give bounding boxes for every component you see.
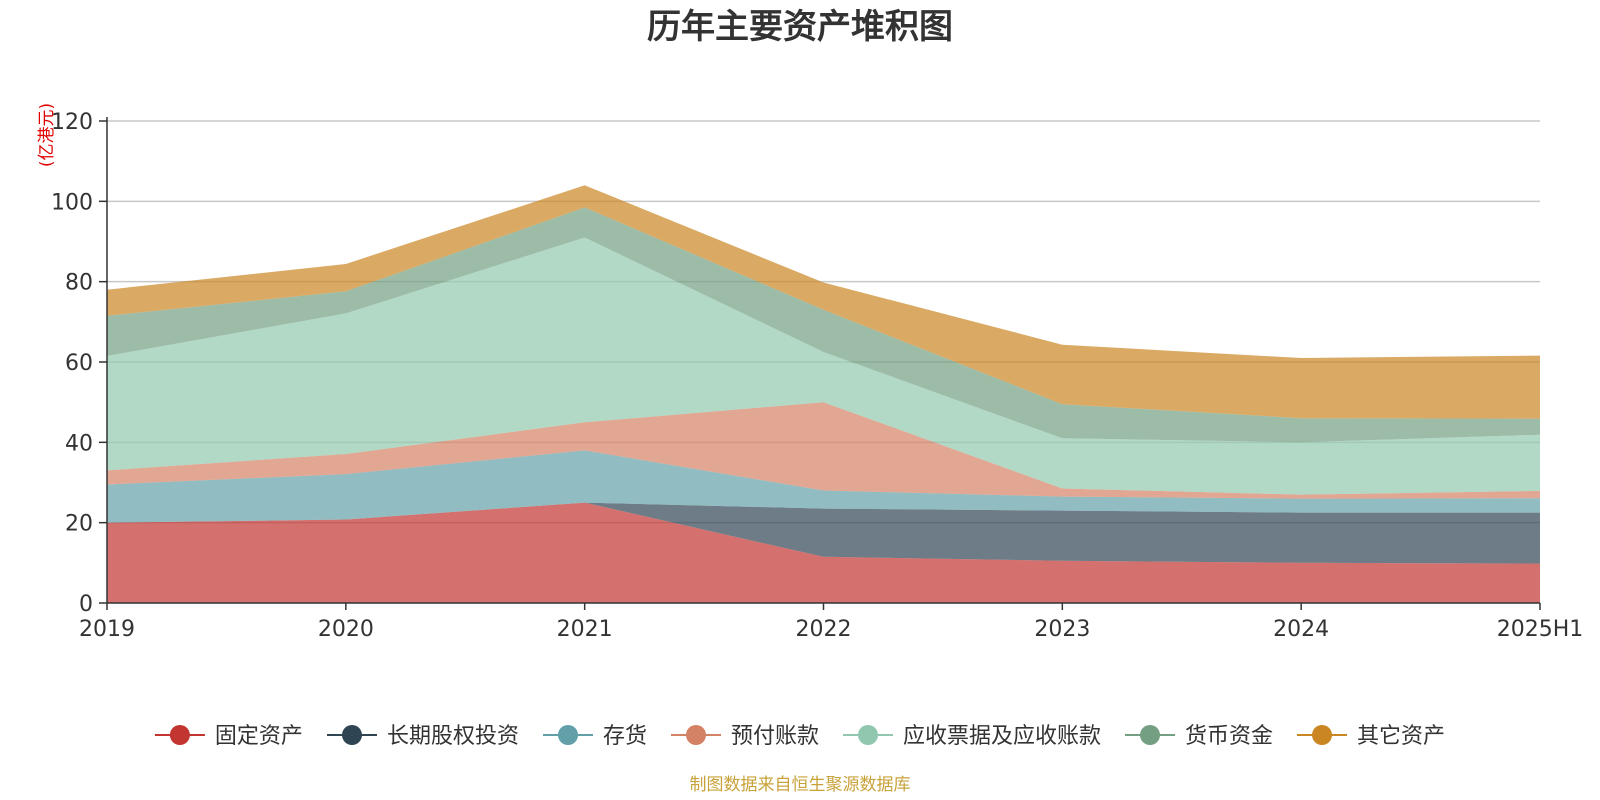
area-series-4 xyxy=(107,237,1540,495)
legend-item[interactable]: 预付账款 xyxy=(671,724,819,749)
y-tick-label: 80 xyxy=(65,271,93,296)
y-tick-label: 60 xyxy=(65,351,93,376)
legend-label: 固定资产 xyxy=(215,724,303,749)
legend-item[interactable]: 长期股权投资 xyxy=(327,724,519,749)
legend-marker xyxy=(686,725,706,745)
x-tick-label: 2025H1 xyxy=(1497,617,1584,642)
y-tick-label: 120 xyxy=(51,110,93,135)
x-tick-label: 2021 xyxy=(557,617,613,642)
legend-marker xyxy=(1312,725,1332,745)
legend-marker xyxy=(169,725,190,745)
series-areas xyxy=(107,185,1540,603)
area-series-0 xyxy=(107,502,1540,603)
y-tick-label: 100 xyxy=(51,190,93,215)
x-tick-label: 2023 xyxy=(1034,617,1090,642)
legend-marker xyxy=(1140,725,1160,745)
legend-marker xyxy=(558,725,578,745)
legend-marker xyxy=(858,725,878,745)
x-tick-label: 2019 xyxy=(79,617,135,642)
legend-label: 货币资金 xyxy=(1185,724,1273,749)
y-tick-label: 40 xyxy=(65,431,93,456)
y-tick-label: 20 xyxy=(65,512,93,537)
legend: 固定资产 长期股权投资 存货 预付账款 应收票据及应收账款 货币资金 其它资产 xyxy=(154,724,1445,749)
area-series-1 xyxy=(107,502,1540,564)
legend-item[interactable]: 其它资产 xyxy=(1297,724,1445,749)
area-series-5 xyxy=(107,207,1540,443)
axes: 0 20 40 60 80 100 120 2019 2020 2021 2022 2023 2024 2… xyxy=(51,110,1583,642)
legend-item[interactable]: 固定资产 xyxy=(154,724,303,749)
legend-item[interactable]: 货币资金 xyxy=(1125,724,1273,749)
y-axis-unit-label: (亿港元) xyxy=(37,103,57,167)
legend-item[interactable]: 存货 xyxy=(543,724,647,749)
y-tick-label: 0 xyxy=(79,592,93,617)
legend-label: 长期股权投资 xyxy=(387,724,519,749)
source-note: 制图数据来自恒生聚源数据库 xyxy=(690,775,911,795)
x-tick-label: 2022 xyxy=(796,617,852,642)
legend-label: 其它资产 xyxy=(1357,724,1445,749)
area-series-6 xyxy=(107,185,1540,419)
legend-label: 应收票据及应收账款 xyxy=(903,724,1101,749)
chart-title: 历年主要资产堆积图 xyxy=(647,7,953,47)
x-tick-label: 2024 xyxy=(1273,617,1329,642)
x-tick-label: 2020 xyxy=(318,617,374,642)
legend-label: 预付账款 xyxy=(731,724,819,749)
legend-marker xyxy=(342,725,362,745)
area-series-3 xyxy=(107,402,1540,499)
legend-item[interactable]: 应收票据及应收账款 xyxy=(843,724,1101,749)
area-series-2 xyxy=(107,450,1540,523)
legend-label: 存货 xyxy=(603,724,647,749)
